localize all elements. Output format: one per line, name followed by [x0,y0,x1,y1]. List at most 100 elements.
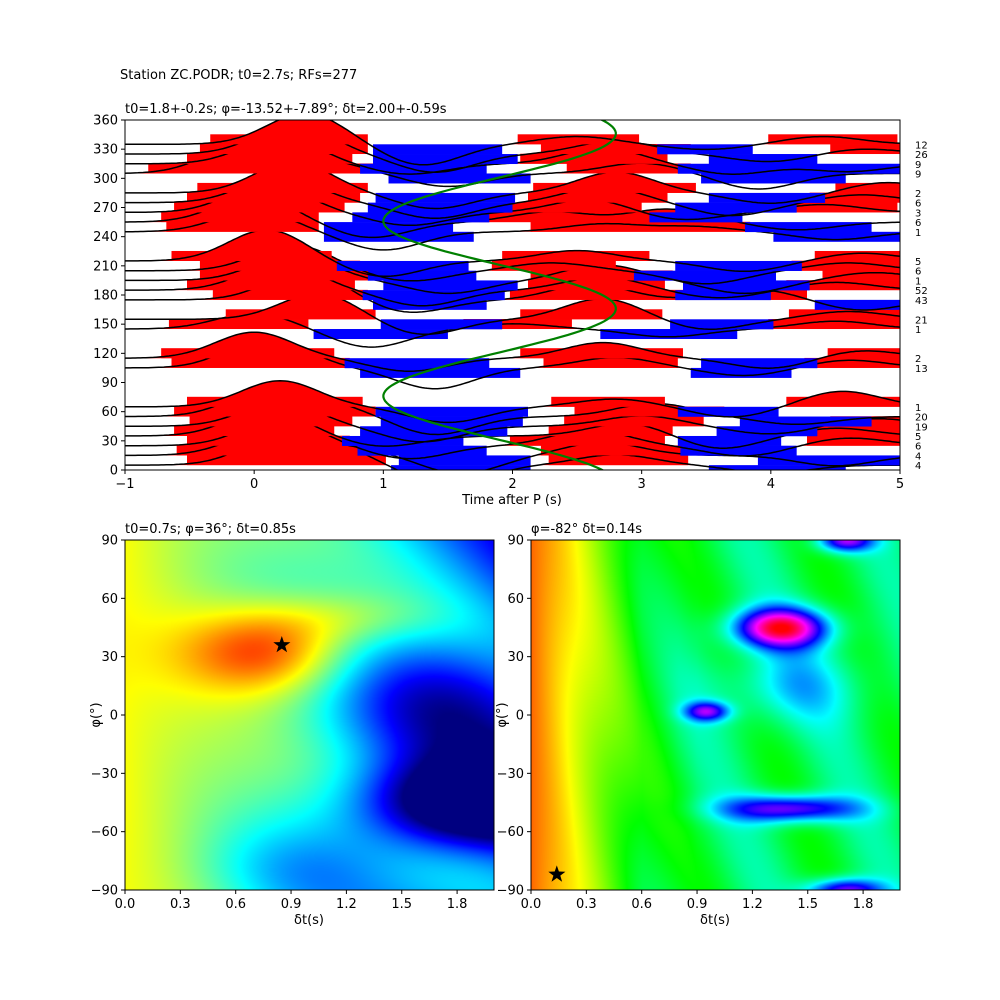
rf-fill-band [367,270,477,281]
y-tick-label: 360 [93,114,118,129]
rf-fill-band [739,416,872,427]
rf-waveform-line [125,120,900,166]
trace-area [125,120,900,470]
trace-count-label: 4 [915,451,921,462]
trace-count-label: 12 [915,140,928,151]
rf-positive-fill [125,120,900,145]
rf-positive-fill [125,402,900,427]
x-tick-label: 0.3 [576,897,597,912]
trace-count-label: 1 [915,228,921,239]
rf-fill-band [362,290,505,301]
rf-fill-band [344,358,490,369]
rf-fill-band [373,144,503,155]
trace-count-label: 4 [915,461,921,472]
x-tick-label: 0.6 [225,897,246,912]
t0-prediction-curve [382,120,617,470]
rf-fill-band [313,329,448,340]
trace-count-label: 9 [915,160,921,171]
trace-count-label: 26 [915,150,928,161]
x-tick-label: 1.5 [391,897,412,912]
x-tick-label: 1.2 [336,897,357,912]
x-tick-label: 1.8 [447,897,468,912]
rf-fill-band [690,367,792,378]
rf-fill-band [323,222,454,233]
rf-positive-fill [125,430,900,456]
rf-fill-band [360,163,487,174]
rf-positive-fill [125,264,900,291]
rf-trace-baz-335 [125,120,900,166]
rf-waveform-line [125,292,900,336]
trace-count-label: 5 [915,257,921,268]
x-tick-label: 1.2 [742,897,763,912]
x-tick-label: 0.6 [631,897,652,912]
trace-count-label: 9 [915,169,921,180]
rf-fill-band [600,329,738,340]
x-tick-label: 0.3 [170,897,191,912]
rf-fill-band [383,280,518,291]
bottom-right-xlabel: δt(s) [700,913,730,928]
rf-fill-band [380,319,503,330]
rf-positive-fill [125,176,900,203]
figure-suptitle: Station ZC.PODR; t0=2.7s; RFs=277 [120,68,357,83]
rf-fill-band [814,299,900,310]
rf-fill-band [680,445,797,456]
rf-fill-band [683,280,810,291]
bottom-left-axes: 0.0 0.3 0.6 0.9 1.2 1.5 1.8 −90 −60 −30 0 30 60 90 [91,534,468,913]
best-fit-star-marker [273,636,291,653]
receiver-function-panel: t0=1.8+-0.2s; φ=-13.52+-7.89°; δt=2.00+-… [93,102,928,508]
bottom-left-title: t0=0.7s; φ=36°; δt=0.85s [125,522,296,537]
misfit-grid-panel: φ=-82° δt=0.14s 0.0 0.3 0.6 0.9 1.2 1.5 1.8 −90… [495,522,901,928]
trace-count-label: 13 [915,364,928,375]
rf-fill-band [716,426,818,437]
rf-positive-fill [125,419,900,446]
y-tick-label: −30 [497,767,524,782]
x-tick-label: 2 [508,477,516,492]
x-tick-label: 4 [767,477,775,492]
trace-count-label: 1 [915,276,921,287]
x-tick-label: 0 [250,477,258,492]
x-tick-label: 0.9 [281,897,302,912]
rf-positive-fill [125,145,900,174]
y-tick-label: 60 [101,405,118,420]
trace-count-label: 6 [915,199,921,210]
trace-count-label: 1 [915,403,921,414]
rf-positive-fill [125,410,900,436]
rf-fill-band [708,465,846,470]
y-tick-label: 90 [507,534,524,549]
rf-fill-band [675,202,797,213]
x-tick-label: 5 [896,477,904,492]
rf-fill-band [373,154,518,165]
bottom-right-title: φ=-82° δt=0.14s [531,522,642,537]
y-tick-label: 60 [507,592,524,607]
x-tick-label: −1 [115,477,134,492]
bottom-left-heatmap [125,540,494,890]
y-tick-label: 240 [93,230,118,245]
y-tick-label: 30 [101,650,118,665]
y-tick-label: 90 [101,534,118,549]
rf-fill-band [701,358,818,369]
rf-fill-band [745,222,872,233]
y-tick-label: 120 [93,347,118,362]
y-tick-label: 330 [93,143,118,158]
rf-fill-band [649,212,743,223]
trace-count-label: 1 [915,325,921,336]
x-tick-label: 0.0 [115,897,136,912]
rf-fill-band [701,173,846,184]
trace-count-label: 2 [915,189,921,200]
bottom-right-heatmap [531,540,900,890]
trace-count-label: 6 [915,218,921,229]
trace-count-label: 43 [915,296,928,307]
rf-waveform-line [125,160,900,210]
rf-positive-fill [125,380,900,407]
rf-fill-band [391,465,531,470]
top-panel-axes: −1 0 1 2 3 4 503060901201501802102402703003303… [93,114,904,493]
rf-fill-band [677,406,779,417]
rf-positive-fill [125,137,900,164]
rf-fill-band [677,163,900,174]
rf-fill-band [375,192,516,203]
y-tick-label: 300 [93,172,118,187]
bottom-left-xlabel: δt(s) [294,913,324,928]
rf-positive-fill [125,313,900,330]
rf-trace-baz-115 [125,331,900,372]
